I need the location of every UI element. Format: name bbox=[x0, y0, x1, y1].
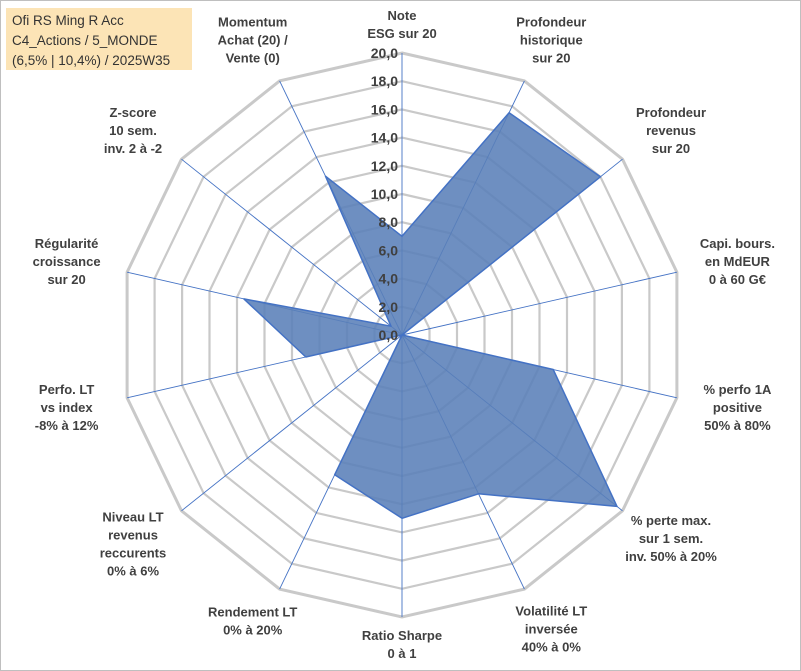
tick-label: 6,0 bbox=[379, 242, 399, 258]
axis-label: Perfo. LT vs index -8% à 12% bbox=[35, 382, 99, 433]
title-line-2: C4_Actions / 5_MONDE bbox=[12, 33, 158, 48]
axis-label-line: inv. 2 à -2 bbox=[104, 141, 162, 156]
tick-labels: 0,0 2,0 4,0 6,0 8,0 10,0 12,0 14,0 16,0 18,0 20,0 bbox=[371, 45, 398, 343]
tick-label: 4,0 bbox=[379, 271, 399, 287]
axis-label-line: Rendement LT bbox=[208, 605, 297, 620]
axis-label: Niveau LT revenus reccurents 0% à 6% bbox=[100, 510, 166, 579]
axis-label-line: 0 à 1 bbox=[388, 646, 417, 661]
axis-label: Ratio Sharpe 0 à 1 bbox=[362, 628, 442, 661]
axis-label-line: sur 1 sem. bbox=[639, 531, 703, 546]
axis-label-line: revenus bbox=[108, 528, 158, 543]
axis-label: Note ESG sur 20 bbox=[367, 8, 436, 41]
axis-label-line: Vente (0) bbox=[226, 50, 280, 65]
axis-label-line: Régularité bbox=[35, 236, 99, 251]
axis-label: Profondeur revenus sur 20 bbox=[636, 105, 706, 156]
axis-label: % perte max. sur 1 sem. inv. 50% à 20% bbox=[625, 513, 717, 564]
axis-label-line: ESG sur 20 bbox=[367, 26, 436, 41]
axis-label-line: 0 à 60 G€ bbox=[709, 272, 766, 287]
axis-label-line: % perte max. bbox=[631, 513, 711, 528]
axis-label-line: revenus bbox=[646, 123, 696, 138]
axis-label-line: reccurents bbox=[100, 546, 166, 561]
title-line-3: (6,5% | 10,4%) / 2025W35 bbox=[12, 53, 171, 68]
axis-label-line: en MdEUR bbox=[705, 254, 771, 269]
tick-label: 8,0 bbox=[379, 214, 399, 230]
axis-label: Régularité croissance sur 20 bbox=[33, 236, 101, 287]
axis-label-line: Capi. bours. bbox=[700, 236, 775, 251]
title-line-1: Ofi RS Ming R Acc bbox=[12, 13, 124, 28]
axis-label-line: Volatilité LT bbox=[515, 604, 587, 619]
axis-label-line: vs index bbox=[41, 400, 94, 415]
axis-label: % perfo 1A positive 50% à 80% bbox=[703, 382, 772, 433]
axis-label-line: Niveau LT bbox=[102, 510, 163, 525]
series-area bbox=[243, 111, 618, 520]
axis-label-line: Momentum bbox=[218, 14, 287, 29]
axis-spoke bbox=[401, 271, 678, 336]
axis-spoke bbox=[181, 158, 403, 336]
axis-label: Z-score 10 sem. inv. 2 à -2 bbox=[104, 105, 162, 156]
axis-label-line: croissance bbox=[33, 254, 101, 269]
axis-labels: Note ESG sur 20 Profondeur historique sur 20… bbox=[33, 8, 775, 661]
axis-label: Profondeur historique sur 20 bbox=[516, 14, 586, 65]
axis-label: Volatilité LT inversée 40% à 0% bbox=[515, 604, 587, 655]
axis-label-line: 50% à 80% bbox=[704, 418, 771, 433]
axis-label-line: Achat (20) / bbox=[218, 32, 288, 47]
axis-label-line: historique bbox=[520, 32, 583, 47]
tick-label: 16,0 bbox=[371, 101, 398, 117]
axis-label-line: inversée bbox=[525, 622, 578, 637]
axis-label-line: 10 sem. bbox=[109, 123, 157, 138]
axis-label: Rendement LT 0% à 20% bbox=[208, 605, 297, 638]
axis-label-line: positive bbox=[713, 400, 762, 415]
axis-label-line: Note bbox=[388, 8, 417, 23]
tick-label: 20,0 bbox=[371, 45, 398, 61]
axis-label-line: sur 20 bbox=[652, 141, 690, 156]
axis-label: Momentum Achat (20) / Vente (0) bbox=[218, 14, 288, 65]
tick-label: 18,0 bbox=[371, 73, 398, 89]
axis-label-line: 0% à 20% bbox=[223, 623, 283, 638]
axis-label-line: -8% à 12% bbox=[35, 418, 99, 433]
tick-label: 14,0 bbox=[371, 130, 398, 146]
tick-label: 12,0 bbox=[371, 158, 398, 174]
axis-label-line: 0% à 6% bbox=[107, 564, 159, 579]
axis-label: Capi. bours. en MdEUR 0 à 60 G€ bbox=[700, 236, 775, 287]
axis-label-line: % perfo 1A bbox=[703, 382, 772, 397]
series-layer bbox=[243, 111, 618, 520]
axis-label-line: Z-score bbox=[110, 105, 157, 120]
chart-title-box: Ofi RS Ming R Acc C4_Actions / 5_MONDE (… bbox=[6, 8, 192, 70]
tick-label: 10,0 bbox=[371, 186, 398, 202]
axis-label-line: Profondeur bbox=[516, 14, 586, 29]
axis-label-line: Perfo. LT bbox=[39, 382, 94, 397]
tick-label: 2,0 bbox=[379, 299, 399, 315]
axis-label-line: inv. 50% à 20% bbox=[625, 549, 717, 564]
axis-label-line: 40% à 0% bbox=[522, 640, 582, 655]
axis-label-line: Profondeur bbox=[636, 105, 706, 120]
axis-label-line: sur 20 bbox=[47, 272, 85, 287]
axis-label-line: sur 20 bbox=[532, 50, 570, 65]
tick-label: 0,0 bbox=[379, 327, 399, 343]
axis-label-line: Ratio Sharpe bbox=[362, 628, 442, 643]
axis-spoke bbox=[181, 334, 403, 512]
